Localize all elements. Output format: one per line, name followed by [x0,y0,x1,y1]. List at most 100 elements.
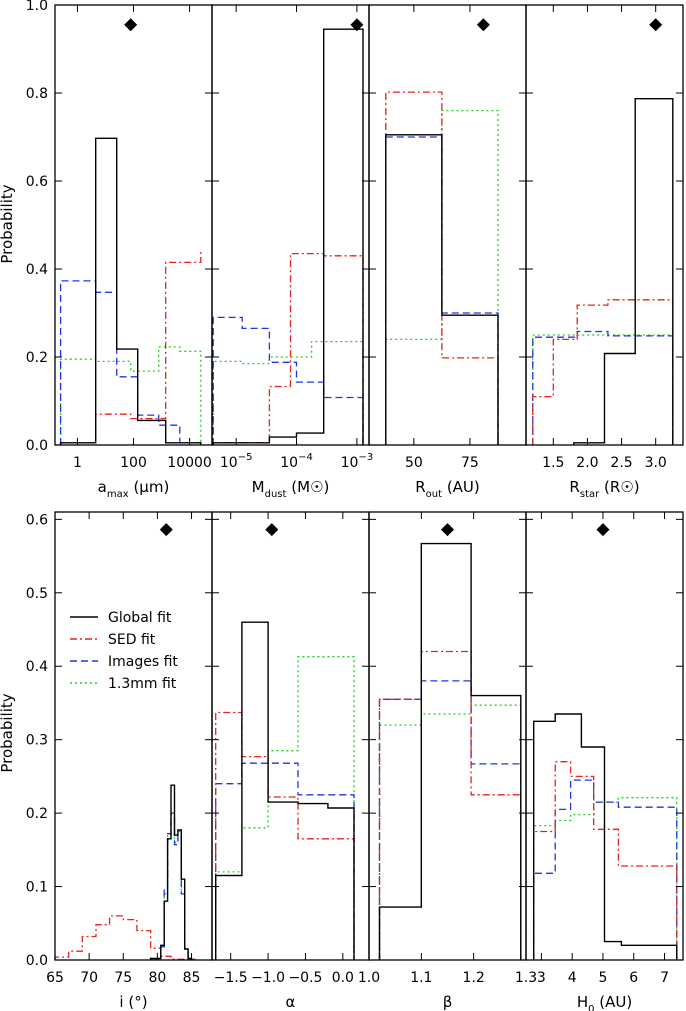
series-global-alpha [215,621,355,960]
series-global-h0 [533,713,678,960]
best-fit-marker-h0 [596,523,610,537]
xtick-label-amax: 100 [120,455,147,471]
x-axis-label-incl: i (°) [119,993,147,1011]
y-axis-label-bottom: Probability [0,693,16,772]
xtick-label-h0: 6 [629,970,638,986]
panel-alpha [215,523,355,960]
series-images-alpha [215,762,355,960]
panel-frame-h0 [525,511,684,961]
series-global-incl [149,784,193,960]
panel-frame-alpha [211,511,370,961]
xtick-label-incl: 65 [46,970,64,986]
ytick-label-amax: 0.6 [26,174,48,190]
plot-marks [54,18,678,960]
xtick-label-beta: 1.2 [463,970,485,986]
panel-frame-beta [368,511,527,961]
ytick-label-amax: 0.8 [26,86,48,102]
xtick-label-mdust: 10−3 [341,452,374,471]
x-axis-label-h0: H0 (AU) [577,993,632,1011]
best-fit-marker-rstar [649,18,663,32]
xtick-label-incl: 80 [148,970,166,986]
xtick-label-h0: 7 [660,970,669,986]
ytick-label-amax: 0.4 [26,262,48,278]
best-fit-marker-mdust [350,18,364,32]
x-axis-label-alpha: α [286,993,296,1011]
legend: Global fit SED fit Images fit 1.3mm fit [70,610,178,692]
x-axis-label-amax: amax (µm) [98,478,170,500]
panel-mdust [212,18,364,445]
x-axis-label-beta: β [443,993,453,1011]
xtick-label-beta: 1.0 [358,970,380,986]
best-fit-marker-alpha [265,523,279,537]
xtick-label-rstar: 3.0 [645,455,667,471]
xtick-label-h0: 4 [568,970,577,986]
panel-h0 [533,523,678,960]
series-images-h0 [533,779,678,960]
panel-amax [59,18,202,445]
panel-beta [378,523,522,960]
xtick-label-mdust: 10−5 [220,452,253,471]
series-sed-mdust [212,252,364,445]
series-mm-mdust [212,340,364,445]
ytick-label-incl: 0.1 [26,880,48,896]
legend-label-mm: 1.3mm fit [108,676,177,692]
series-images-incl [149,812,193,960]
series-global-rout [385,134,499,445]
legend-label-images: Images fit [108,654,178,670]
xtick-label-rout: 50 [405,455,423,471]
x-axis-label-mdust: Mdust (M☉) [252,478,330,500]
panel-frame-rout [368,4,527,446]
ytick-label-amax: 0.0 [26,438,48,454]
series-images-mdust [212,316,364,445]
x-axis-label-rout: Rout (AU) [415,478,480,500]
xtick-label-beta: 1.1 [410,970,432,986]
series-sed-h0 [533,761,678,960]
x-axis-label-rstar: Rstar (R☉) [569,478,639,500]
panel-rstar [532,18,674,445]
series-sed-incl [54,915,196,960]
panel-incl [54,523,196,960]
ytick-label-incl: 0.0 [26,953,48,969]
ytick-label-incl: 0.5 [26,586,48,602]
xtick-label-incl: 85 [183,970,201,986]
series-global-rstar [573,98,674,445]
series-sed-alpha [215,711,355,960]
xtick-label-amax: 10000 [167,455,212,471]
series-sed-beta [378,650,522,960]
legend-label-global: Global fit [108,610,172,626]
xtick-label-rstar: 1.5 [542,455,564,471]
best-fit-marker-incl [159,523,173,537]
ytick-label-amax: 0.2 [26,350,48,366]
series-global-beta [378,542,522,960]
ytick-label-amax: 1.0 [26,0,48,14]
series-mm-amax [59,346,202,445]
best-fit-marker-rout [476,18,490,32]
xtick-label-alpha: 0.0 [332,970,354,986]
panel-rout [385,18,499,445]
axis-labels: Probability Probability [0,184,16,772]
xtick-label-alpha: −0.5 [288,970,322,986]
panel-frame-rstar [525,4,684,446]
series-images-beta [378,680,522,960]
ytick-label-incl: 0.2 [26,806,48,822]
panel-frames: 0.0 0.2 0.4 0.6 0.8 1.0 1 100 10000 amax (µm) 10−5… [26,0,684,1011]
xtick-label-mdust: 10−4 [280,452,313,471]
ytick-label-incl: 0.4 [26,659,48,675]
xtick-label-incl: 70 [80,970,98,986]
series-global-amax [59,137,202,445]
xtick-label-rstar: 2.5 [610,455,632,471]
series-global-mdust [212,28,364,445]
xtick-label-rout: 75 [461,455,479,471]
xtick-label-alpha: −1.5 [214,970,248,986]
best-fit-marker-amax [124,18,138,32]
xtick-label-amax: 1 [73,455,82,471]
ytick-label-incl: 0.6 [26,512,48,528]
best-fit-marker-beta [441,523,454,537]
y-axis-label-top: Probability [0,184,16,263]
ytick-label-incl: 0.3 [26,733,48,749]
series-mm-beta [378,704,522,960]
xtick-label-rstar: 2.0 [576,455,598,471]
series-sed-rstar [532,299,674,445]
xtick-label-incl: 75 [114,970,132,986]
